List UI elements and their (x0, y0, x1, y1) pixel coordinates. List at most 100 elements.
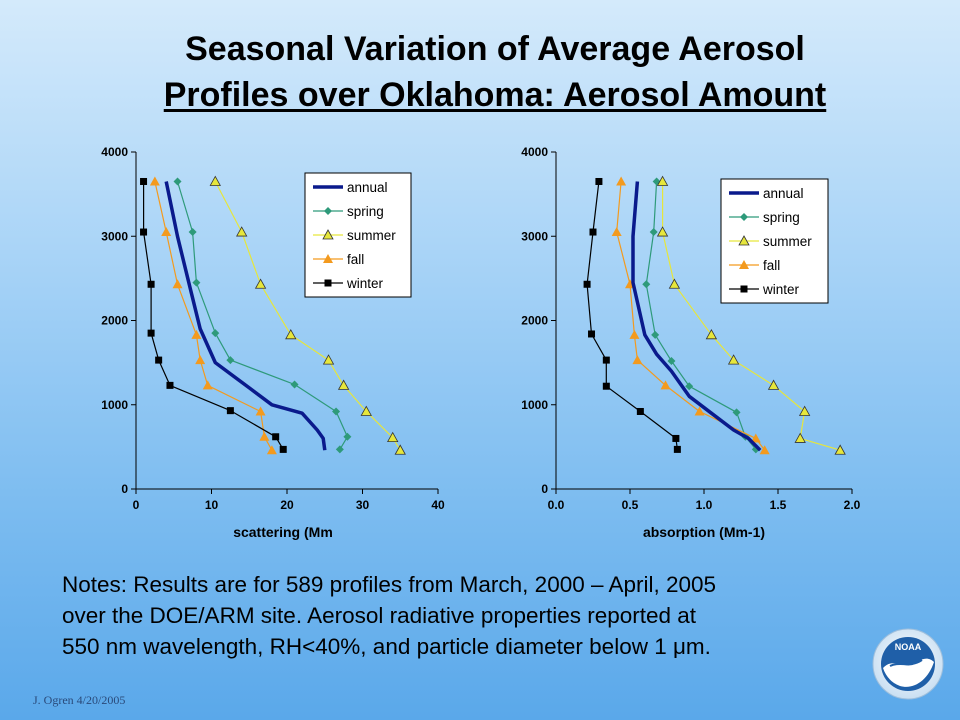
data-point-spring (290, 380, 299, 389)
series-line-annual (164, 181, 327, 451)
data-point-summer (727, 354, 740, 365)
y-tick-label: 3000 (521, 229, 548, 243)
legend-marker-spring (740, 213, 748, 221)
legend-marker-spring (324, 207, 332, 215)
author-credit: J. Ogren 4/20/2005 (33, 693, 126, 707)
x-tick-label: 10 (205, 498, 219, 512)
data-point-spring (651, 330, 660, 339)
data-point-spring (211, 329, 220, 338)
legend-label-fall: fall (763, 258, 780, 273)
legend-marker-fall (739, 260, 749, 269)
data-point-fall (259, 431, 270, 441)
data-point-summer (394, 444, 406, 455)
series-spring (173, 177, 352, 454)
data-point-winter (155, 356, 163, 364)
y-tick-label: 0 (121, 482, 128, 496)
data-point-fall (195, 355, 206, 365)
series-line-annual (631, 181, 762, 452)
legend-label-spring: spring (347, 204, 384, 219)
data-point-summer (209, 175, 221, 186)
data-point-winter (602, 382, 610, 390)
notes-text: Notes: Results are for 589 profiles from… (62, 569, 862, 662)
data-point-spring (667, 356, 676, 365)
legend-marker-summer (738, 235, 750, 246)
data-point-spring (192, 278, 201, 287)
logo-text: NOAA (895, 642, 922, 652)
x-tick-label: 2.0 (844, 498, 861, 512)
x-tick-label: 1.5 (770, 498, 787, 512)
data-point-spring (685, 382, 694, 391)
data-point-summer (236, 226, 248, 237)
data-point-spring (649, 228, 658, 237)
y-tick-label: 4000 (521, 145, 548, 159)
data-point-winter (147, 329, 155, 337)
series-summer (209, 175, 406, 455)
data-point-spring (332, 407, 341, 416)
data-point-winter (140, 177, 148, 185)
data-point-summer (668, 278, 681, 289)
data-point-winter (672, 434, 680, 442)
data-point-fall (750, 433, 761, 443)
data-point-spring (642, 280, 651, 289)
legend-marker-fall (323, 254, 333, 263)
data-point-spring (226, 356, 235, 365)
data-point-spring (173, 177, 182, 186)
data-point-summer (656, 226, 669, 237)
y-tick-label: 0 (541, 482, 548, 496)
data-point-winter (589, 228, 597, 236)
y-tick-label: 2000 (521, 314, 548, 328)
data-point-fall (611, 227, 622, 237)
legend-label-spring: spring (763, 210, 800, 225)
data-point-winter (673, 445, 681, 453)
legend-marker-winter (740, 285, 748, 293)
data-point-winter (147, 280, 155, 288)
legend-label-summer: summer (763, 234, 812, 249)
data-point-fall (694, 406, 705, 416)
x-tick-label: 20 (280, 498, 294, 512)
data-point-fall (172, 279, 183, 289)
data-point-fall (660, 380, 671, 390)
data-point-spring (188, 228, 197, 237)
data-point-summer (322, 354, 335, 365)
data-point-summer (254, 278, 267, 289)
slide-title-line2: Profiles over Oklahoma: Aerosol Amount (163, 76, 827, 114)
data-point-fall (255, 406, 266, 416)
series-fall (149, 176, 277, 455)
notes-line-3: 550 nm wavelength, RH<40%, and particle … (62, 634, 711, 659)
data-point-fall (616, 176, 627, 186)
notes-line-1: Notes: Results are for 589 profiles from… (62, 572, 717, 597)
x-tick-label: 30 (356, 498, 370, 512)
data-point-winter (595, 177, 603, 185)
series-annual (631, 181, 762, 452)
legend-marker-winter (324, 279, 332, 287)
series-winter (140, 177, 287, 453)
x-axis-label: scattering (Mm (233, 524, 333, 540)
data-point-spring (335, 445, 344, 454)
x-tick-label: 1.0 (696, 498, 713, 512)
y-tick-label: 4000 (101, 145, 128, 159)
data-point-winter (636, 407, 644, 415)
data-point-spring (343, 432, 352, 441)
series-winter (583, 177, 681, 453)
data-point-winter (279, 445, 287, 453)
data-point-fall (629, 329, 640, 339)
data-point-summer (794, 432, 806, 443)
x-axis-label: absorption (Mm-1) (643, 524, 765, 540)
y-tick-label: 1000 (521, 398, 548, 412)
data-point-fall (191, 329, 202, 339)
legend-label-summer: summer (347, 228, 396, 243)
data-point-winter (602, 356, 610, 364)
legend-marker-summer (322, 229, 334, 240)
data-point-winter (272, 433, 280, 441)
data-point-summer (834, 444, 846, 455)
data-point-winter (226, 407, 234, 415)
data-point-winter (166, 381, 174, 389)
data-point-fall (759, 445, 770, 455)
x-tick-label: 0.5 (622, 498, 639, 512)
data-point-spring (732, 408, 741, 417)
x-tick-label: 0.0 (548, 498, 565, 512)
data-point-summer (360, 405, 372, 416)
data-point-summer (705, 328, 718, 340)
x-tick-label: 0 (133, 498, 140, 512)
